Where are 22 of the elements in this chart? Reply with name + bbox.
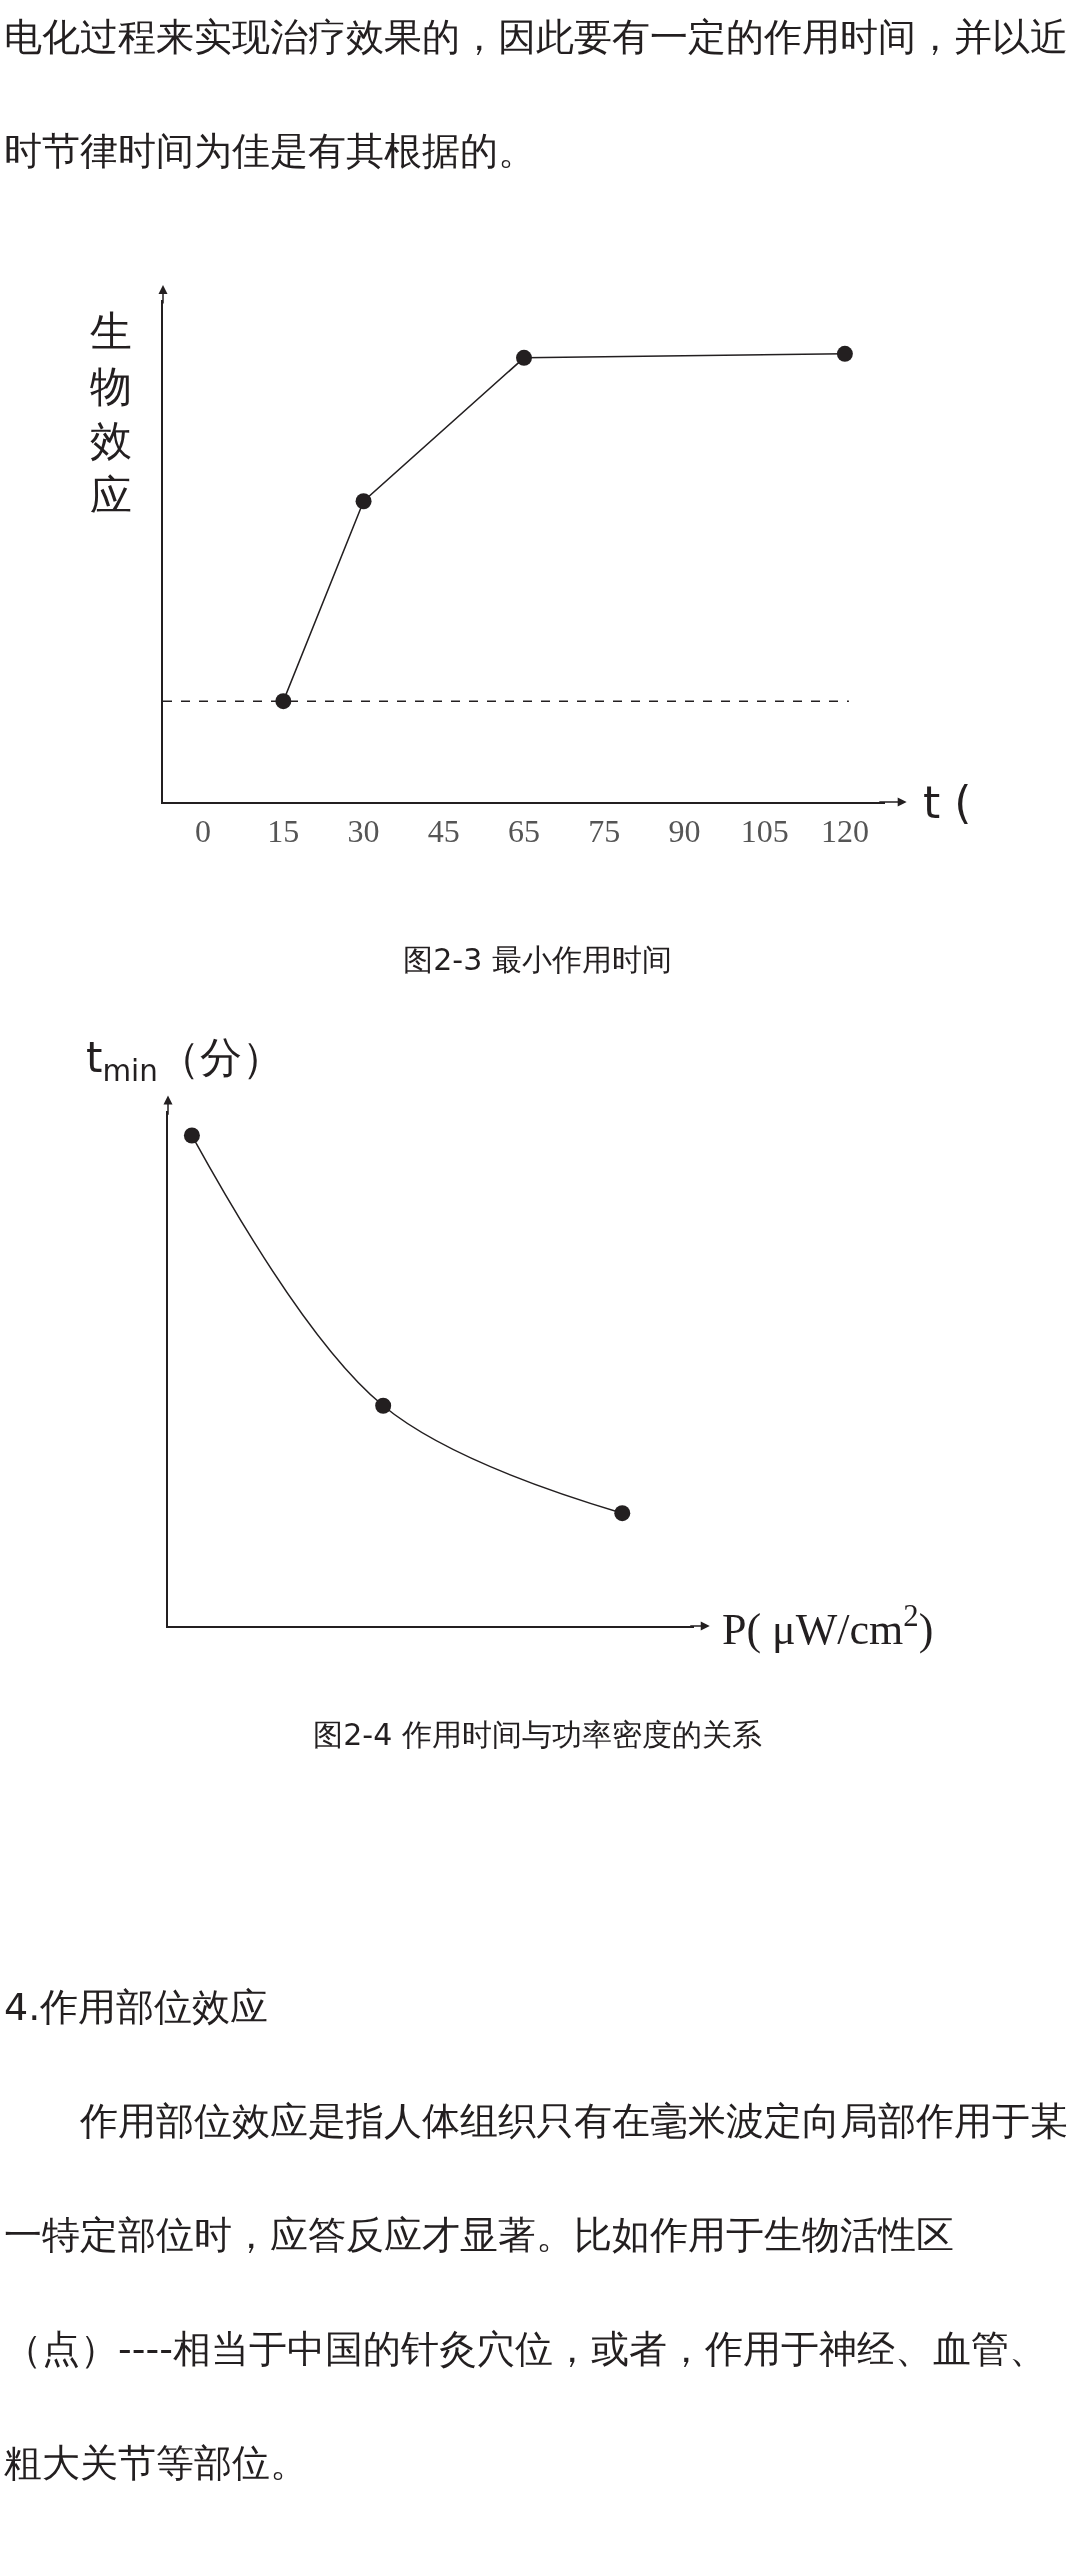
point — [516, 349, 532, 366]
x-tick-label: 15 — [267, 813, 300, 850]
x-tick-label: 65 — [508, 813, 540, 850]
x-tick-label: 45 — [427, 813, 460, 850]
caption: 图2-4 作用时间与功率密度的关系 — [312, 1716, 763, 1754]
x-tick-label: 0 — [195, 813, 212, 850]
x-tick-label: 120 — [820, 813, 869, 850]
point — [275, 693, 292, 710]
x-tick-label: 105 — [740, 813, 789, 850]
text: 4.作用部位效应 — [4, 1984, 270, 2031]
x-tick-label: 75 — [588, 813, 621, 850]
text: 作用部位效应是指人体组织只有在毫米波定向局部作用于某一特定部位时，应答反应才显著。比如作用于生物活性区（点）----相当于中国的针灸穴位，或者，作用于神经、血管、粗大关节等部位。 — [4, 2099, 1068, 2485]
x-axis-title: P( μW/cm$^{2}$) — [722, 1599, 934, 1655]
point — [355, 493, 372, 510]
y-axis-title: t$_{min}$（分） — [86, 1033, 284, 1088]
x-tick-label: 30 — [347, 813, 380, 850]
x-axis-title: t ( — [923, 777, 972, 828]
caption: 图2-3 最小作用时间 — [402, 941, 673, 979]
x-tick-label: 90 — [668, 813, 701, 850]
y-axis-title: 生物效应 — [90, 307, 132, 520]
text: 电化过程来实现治疗效果的，因此要有一定的作用时间，并以近时节律时间为佳是有其根据的。 — [4, 15, 1068, 173]
point — [836, 345, 853, 362]
